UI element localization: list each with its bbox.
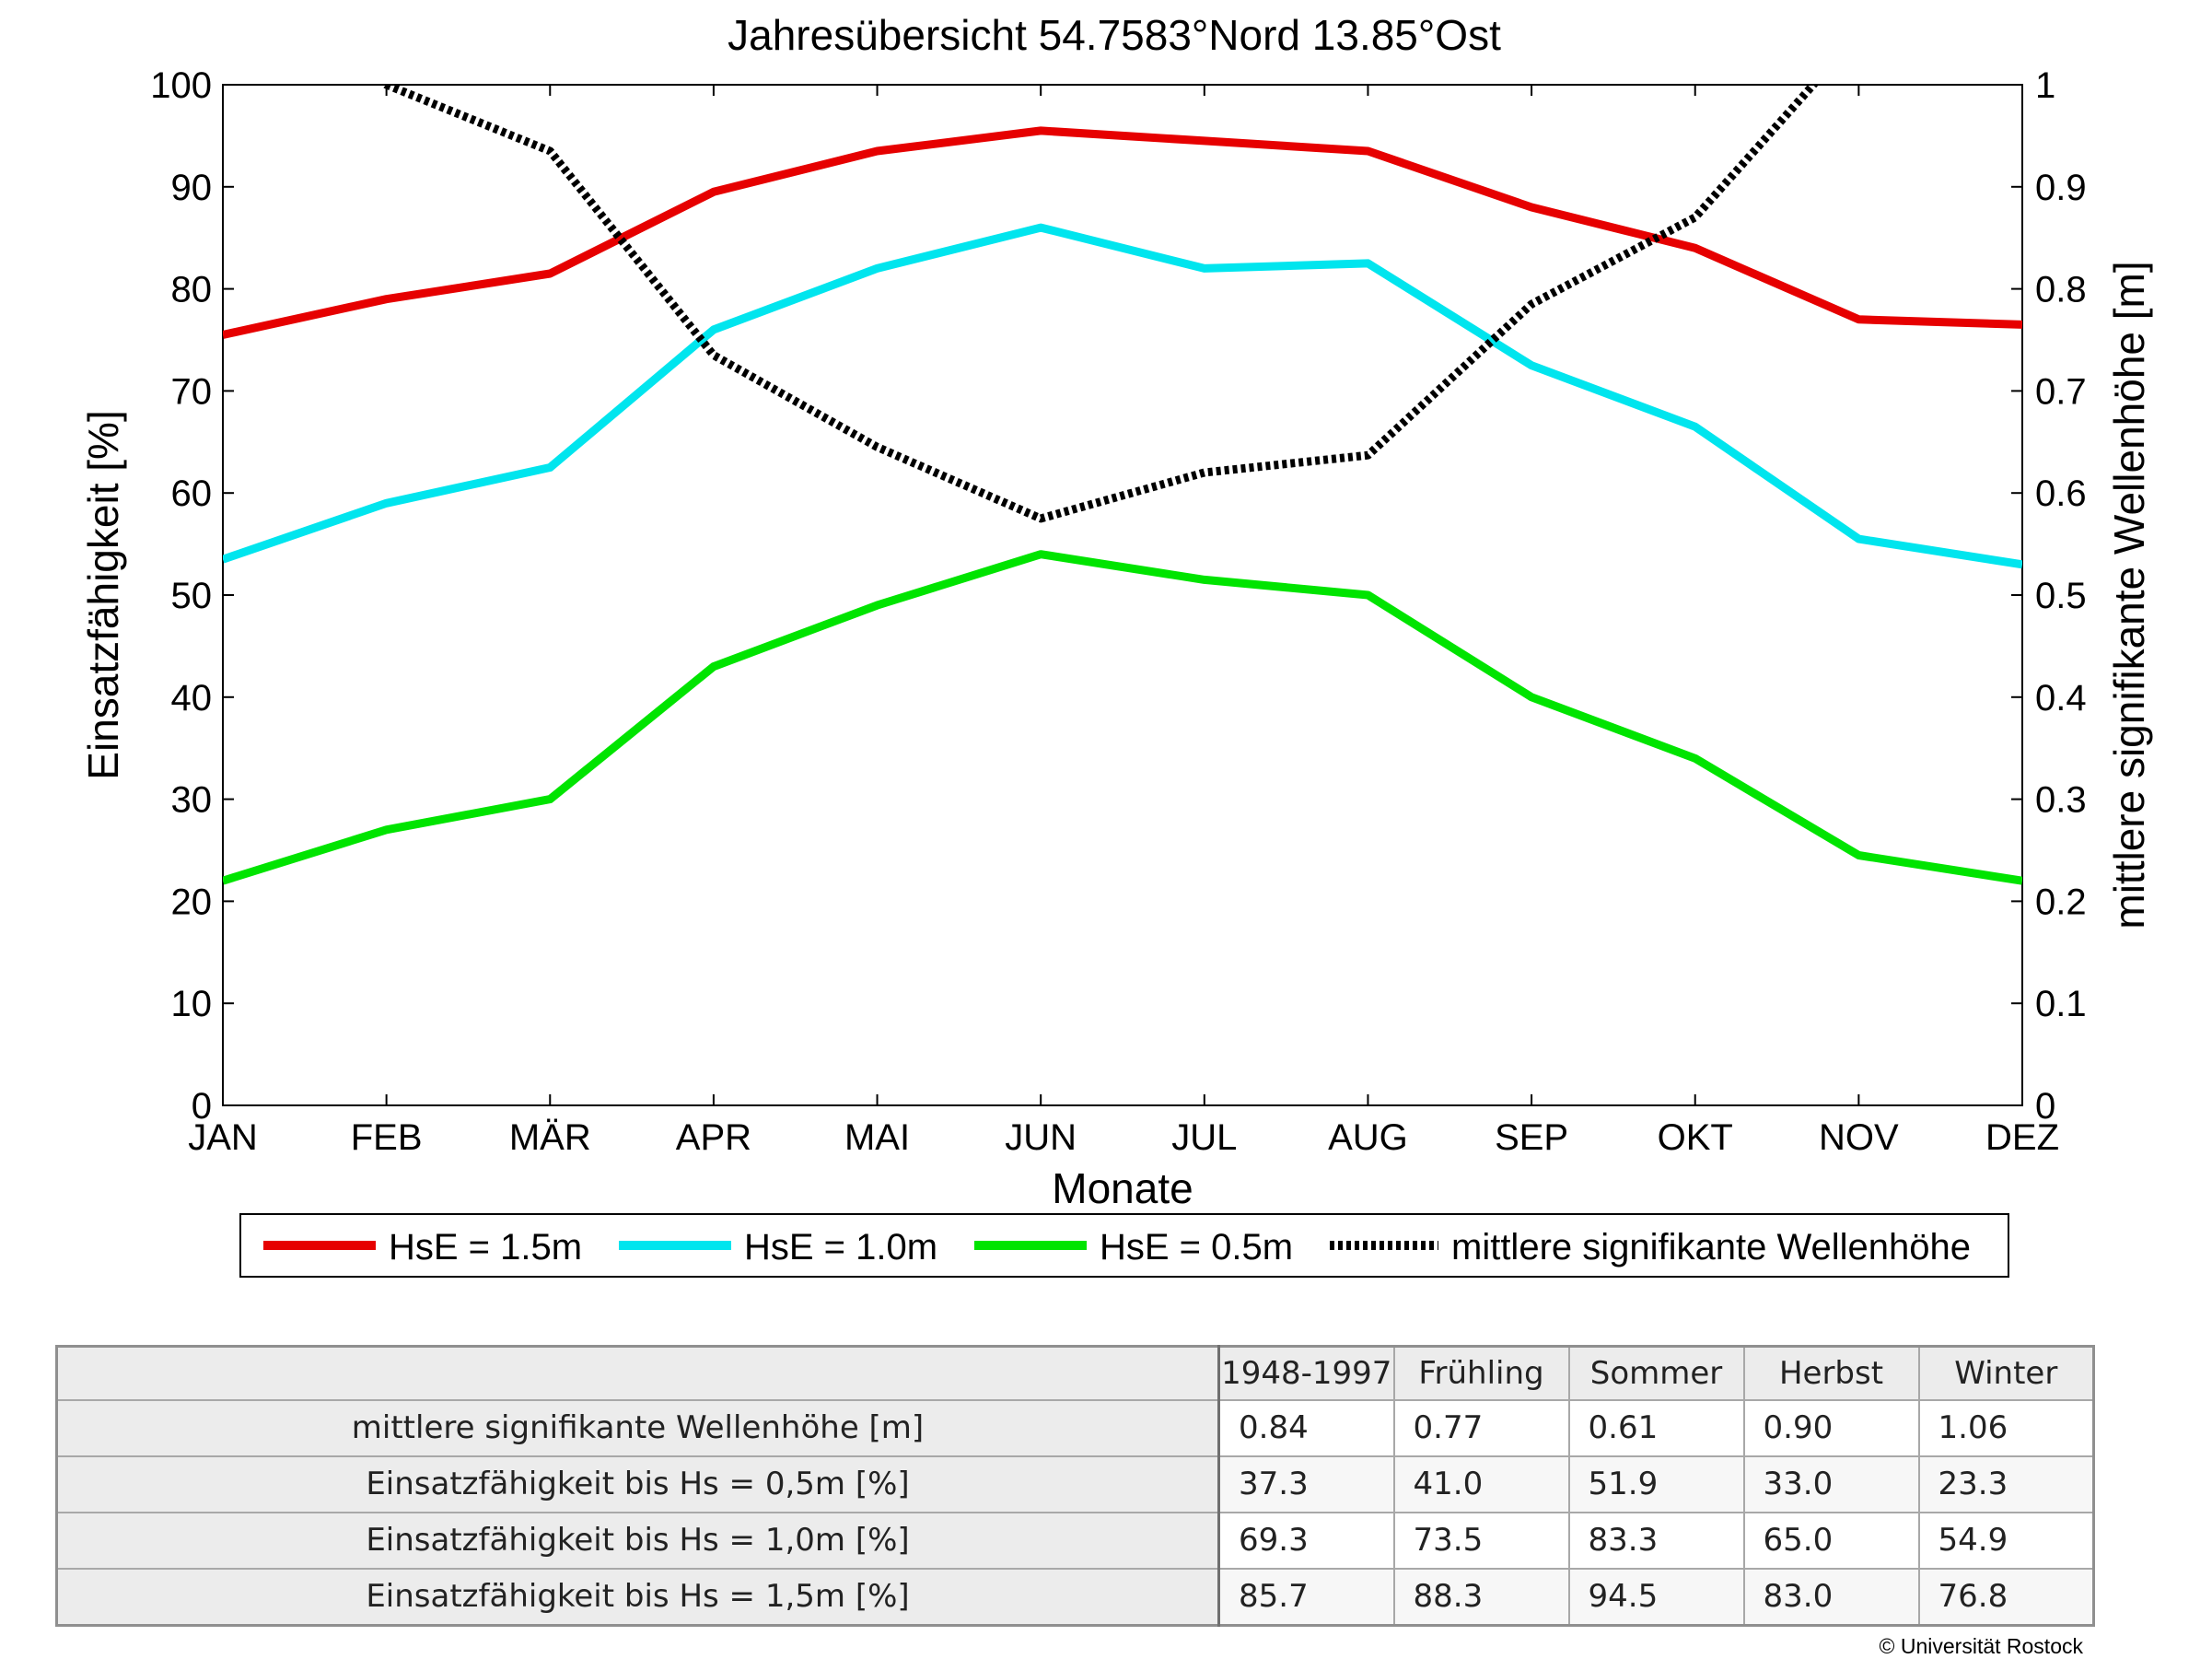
table-header-summer: Sommer xyxy=(1567,1345,1745,1401)
table-header-spring: Frühling xyxy=(1392,1345,1570,1401)
table-cell: 88.3 xyxy=(1392,1567,1570,1627)
legend-label: mittlere signifikante Wellenhöhe xyxy=(1451,1227,1971,1268)
table-cell: 65.0 xyxy=(1742,1511,1920,1570)
plot-area xyxy=(222,84,2023,1106)
y2-tick-label: 0 xyxy=(2035,1086,2055,1127)
y2-tick-label: 0.6 xyxy=(2035,473,2087,514)
y2-tick-label: 0.1 xyxy=(2035,984,2087,1024)
row-label: Einsatzfähigkeit bis Hs = 0,5m [%] xyxy=(55,1455,1220,1513)
x-tick-label: MÄR xyxy=(509,1117,591,1158)
y2-tick-label: 0.2 xyxy=(2035,882,2087,922)
x-tick-label: APR xyxy=(676,1117,751,1158)
y2-tick-label: 0.7 xyxy=(2035,371,2087,412)
copyright-notice: © Universität Rostock xyxy=(1879,1634,2083,1658)
table-cell: 0.77 xyxy=(1392,1399,1570,1457)
series-line xyxy=(223,223,2022,569)
table-header-autumn: Herbst xyxy=(1742,1345,1920,1401)
series-line xyxy=(223,550,2022,885)
axis-ticks xyxy=(222,84,2023,1106)
legend-box xyxy=(239,1213,2009,1278)
y2-tick-label: 0.9 xyxy=(2035,168,2087,208)
table-corner-cell xyxy=(55,1345,1220,1401)
x-axis-label: Monate xyxy=(1052,1164,1193,1212)
y2-tick-label: 1 xyxy=(2035,65,2055,106)
series-line xyxy=(223,126,2022,339)
table-cell: 51.9 xyxy=(1567,1455,1745,1513)
table-cell: 1.06 xyxy=(1917,1399,2095,1457)
y-tick-label: 40 xyxy=(171,678,213,719)
legend-label: HsE = 1.5m xyxy=(389,1227,582,1268)
row-label: Einsatzfähigkeit bis Hs = 1,5m [%] xyxy=(55,1567,1220,1627)
x-tick-label: NOV xyxy=(1819,1117,1899,1158)
table-cell: 76.8 xyxy=(1917,1567,2095,1627)
y-tick-label: 60 xyxy=(171,473,213,514)
x-tick-label: SEP xyxy=(1495,1117,1568,1158)
table-cell: 54.9 xyxy=(1917,1511,2095,1570)
x-tick-label: MAI xyxy=(844,1117,910,1158)
y2-tick-label: 0.3 xyxy=(2035,780,2087,821)
table-row: Einsatzfähigkeit bis Hs = 1,5m [%] 85.7 … xyxy=(55,1567,2095,1627)
y-tick-label: 80 xyxy=(171,270,213,310)
table-cell: 94.5 xyxy=(1567,1567,1745,1627)
table-cell: 23.3 xyxy=(1917,1455,2095,1513)
x-tick-label: AUG xyxy=(1328,1117,1408,1158)
table-header-winter: Winter xyxy=(1917,1345,2095,1401)
y-tick-label: 50 xyxy=(171,576,213,616)
y-tick-label: 70 xyxy=(171,371,213,412)
y-tick-label: 10 xyxy=(171,984,213,1024)
legend-label: HsE = 0.5m xyxy=(1100,1227,1293,1268)
table-cell: 0.61 xyxy=(1567,1399,1745,1457)
x-tick-label: JUL xyxy=(1171,1117,1237,1158)
axis-tick-labels: JAN FEB MÄR APR MAI JUN JUL AUG SEP OKT NOV DEZ0102… xyxy=(150,65,2086,1158)
row-label: Einsatzfähigkeit bis Hs = 1,0m [%] xyxy=(55,1511,1220,1570)
table-cell: 83.3 xyxy=(1567,1511,1745,1570)
table-cell: 41.0 xyxy=(1392,1455,1570,1513)
row-label: mittlere signifikante Wellenhöhe [m] xyxy=(55,1399,1220,1457)
table-cell: 33.0 xyxy=(1742,1455,1920,1513)
x-tick-label: FEB xyxy=(351,1117,423,1158)
legend: HsE = 1.5m HsE = 1.0m HsE = 0.5m mittlere s… xyxy=(239,1213,2009,1278)
y-tick-label: 0 xyxy=(192,1086,212,1127)
y2-tick-label: 0.4 xyxy=(2035,678,2087,719)
chart-title: Jahresübersicht 54.7583°Nord 13.85°Ost xyxy=(728,11,1501,59)
table-cell: 73.5 xyxy=(1392,1511,1570,1570)
table-row: mittlere signifikante Wellenhöhe [m] 0.8… xyxy=(55,1399,2095,1457)
y2-axis-label: mittlere signifikante Wellenhöhe [m] xyxy=(2105,261,2153,929)
y-tick-label: 90 xyxy=(171,168,213,208)
x-tick-label: DEZ xyxy=(1985,1117,2059,1158)
table-header-period: 1948-1997 xyxy=(1217,1345,1395,1401)
summary-table: 1948-1997 Frühling Sommer Herbst Winter … xyxy=(55,1345,2095,1627)
table-cell: 37.3 xyxy=(1217,1455,1395,1513)
table-cell: 69.3 xyxy=(1217,1511,1395,1570)
x-tick-label: OKT xyxy=(1658,1117,1733,1158)
series-line xyxy=(380,85,1820,523)
table-header-row: 1948-1997 Frühling Sommer Herbst Winter xyxy=(55,1345,2095,1401)
y-tick-label: 30 xyxy=(171,780,213,821)
table-cell: 0.84 xyxy=(1217,1399,1395,1457)
y-tick-label: 100 xyxy=(150,65,212,106)
table-cell: 83.0 xyxy=(1742,1567,1920,1627)
y2-tick-label: 0.5 xyxy=(2035,576,2087,616)
table-cell: 0.90 xyxy=(1742,1399,1920,1457)
y-tick-label: 20 xyxy=(171,882,213,922)
x-tick-label: JUN xyxy=(1005,1117,1077,1158)
y-axis-label: Einsatzfähigkeit [%] xyxy=(79,410,127,779)
series-lines xyxy=(223,85,2022,885)
table-cell: 85.7 xyxy=(1217,1567,1395,1627)
chart: Jahresübersicht 54.7583°Nord 13.85°Ost J… xyxy=(79,11,2153,1278)
x-tick-label: JAN xyxy=(188,1117,258,1158)
table-row: Einsatzfähigkeit bis Hs = 0,5m [%] 37.3 … xyxy=(55,1455,2095,1513)
legend-label: HsE = 1.0m xyxy=(744,1227,937,1268)
table-row: Einsatzfähigkeit bis Hs = 1,0m [%] 69.3 … xyxy=(55,1511,2095,1570)
y2-tick-label: 0.8 xyxy=(2035,270,2087,310)
